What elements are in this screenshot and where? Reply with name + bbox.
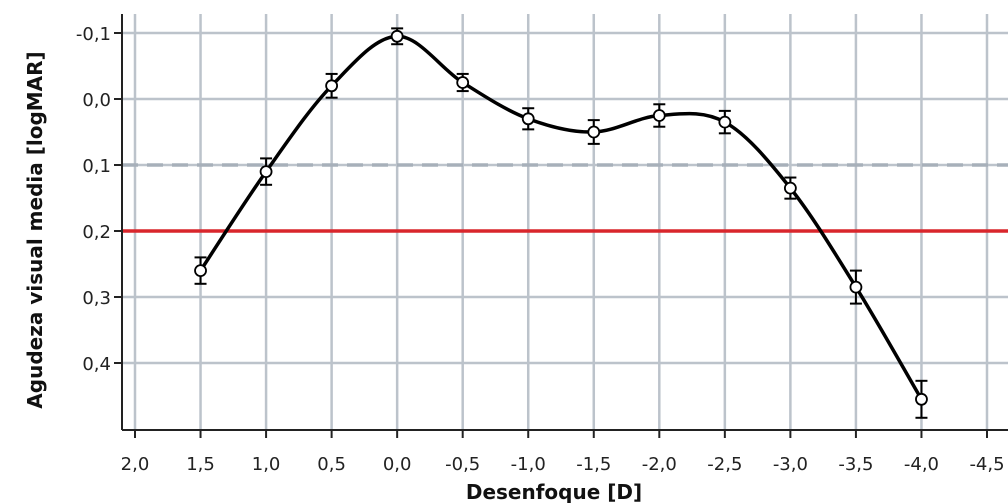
data-points xyxy=(194,29,928,406)
y-tick-label: -0,1 xyxy=(76,24,111,45)
x-tick-label: -4,5 xyxy=(969,454,1004,475)
reference-lines xyxy=(122,163,1008,233)
x-tick-label: -2,0 xyxy=(642,454,677,475)
x-tick-label: -2,5 xyxy=(707,454,742,475)
x-tick-label: 2,0 xyxy=(121,454,150,475)
x-tick-label: 1,5 xyxy=(186,454,215,475)
error-bars xyxy=(194,27,928,419)
data-point xyxy=(652,109,666,122)
data-point xyxy=(325,79,339,93)
data-point xyxy=(849,280,863,294)
data-point xyxy=(259,165,273,179)
x-tick-label: -1,0 xyxy=(511,454,546,475)
axes xyxy=(114,14,1008,438)
y-tick-label: 0,3 xyxy=(82,288,111,309)
x-tick-label: -4,0 xyxy=(904,454,939,475)
x-tick-label: -0,5 xyxy=(445,454,480,475)
data-point xyxy=(521,112,535,126)
y-tick-label: 0,1 xyxy=(82,156,111,177)
data-point xyxy=(194,264,207,278)
x-tick-label: 0,5 xyxy=(317,454,346,475)
y-tick-label: 0,0 xyxy=(82,90,111,111)
y-tick-labels: -0,1 0,0 0,1 0,2 0,3 0,4 xyxy=(76,24,111,375)
data-point xyxy=(783,181,797,195)
data-point xyxy=(587,125,601,139)
series-line xyxy=(198,34,924,402)
data-point xyxy=(390,29,404,43)
data-point xyxy=(456,76,470,89)
grid-lines xyxy=(122,14,1008,430)
series-curve xyxy=(198,34,924,402)
data-point xyxy=(915,392,928,406)
x-tick-labels: 2,0 1,5 1,0 0,5 0,0 -0,5 -1,0 -1,5 -2,0 -2,5 -3,0 -… xyxy=(121,454,1005,475)
y-axis-title: Agudeza visual media [logMAR] xyxy=(23,51,47,408)
x-axis-title: Desenfoque [D] xyxy=(466,480,642,503)
y-tick-label: 0,4 xyxy=(82,354,111,375)
y-tick-label: 0,2 xyxy=(82,222,111,243)
x-tick-label: -1,5 xyxy=(576,454,611,475)
x-tick-label: 1,0 xyxy=(252,454,281,475)
x-tick-label: 0,0 xyxy=(383,454,412,475)
x-tick-label: -3,5 xyxy=(838,454,873,475)
x-tick-label: -3,0 xyxy=(773,454,808,475)
data-point xyxy=(718,115,732,129)
